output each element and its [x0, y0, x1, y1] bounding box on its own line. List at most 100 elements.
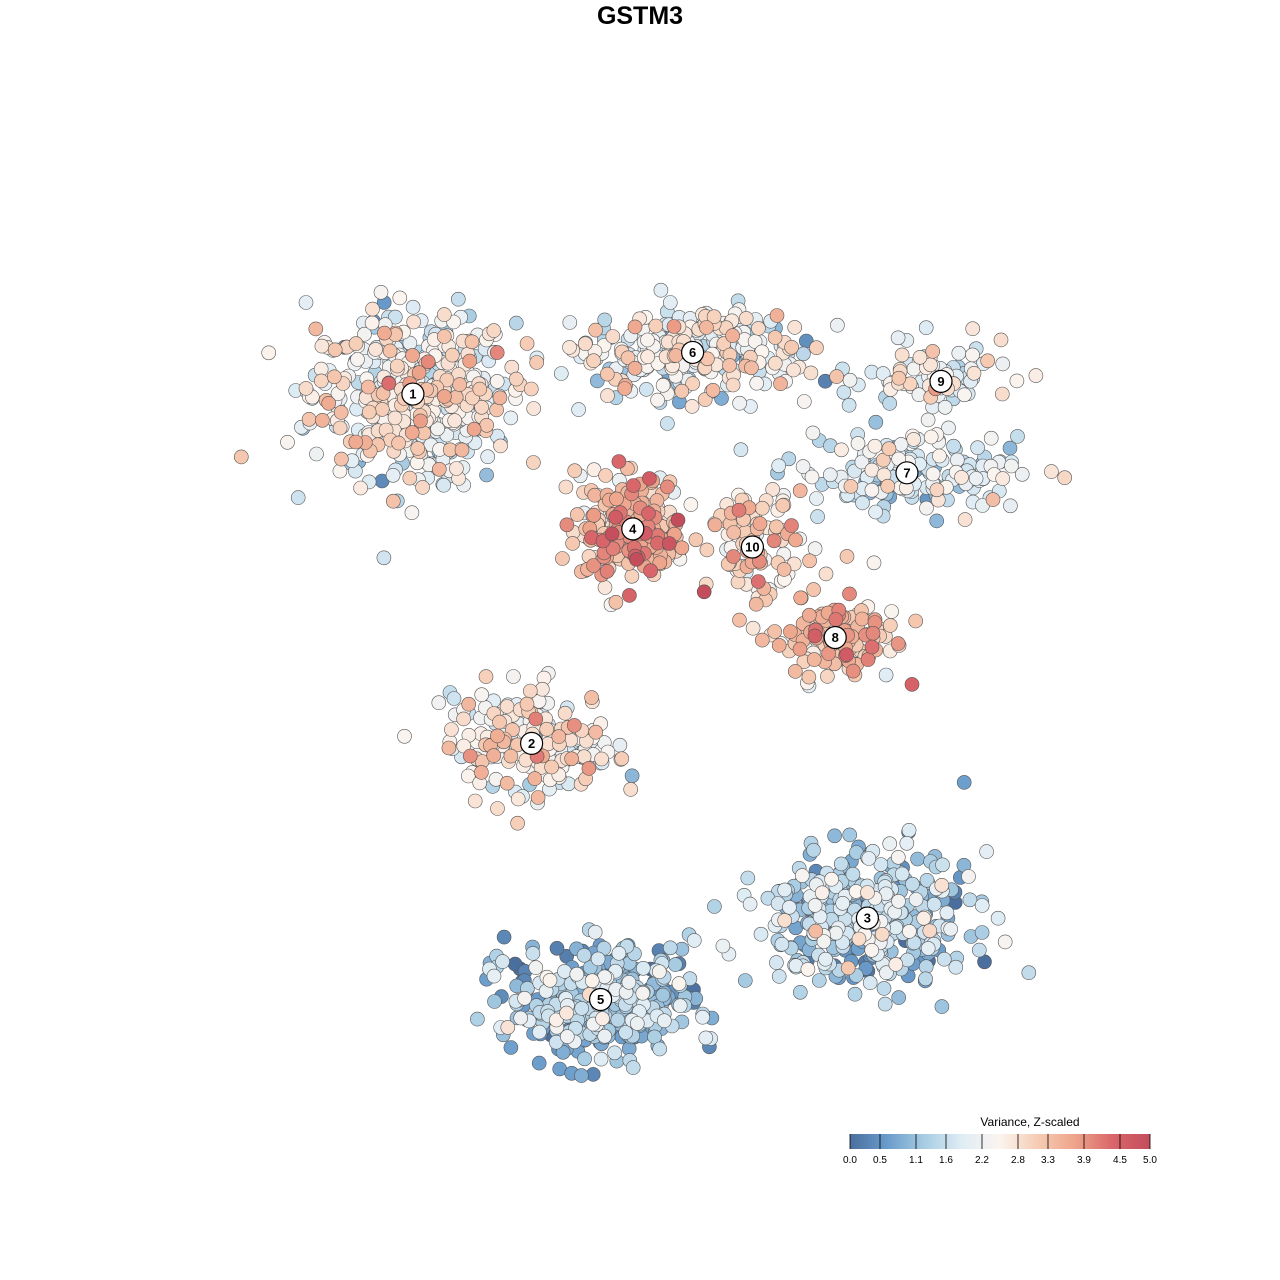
cell-point — [861, 851, 877, 866]
cell-point — [562, 340, 577, 355]
cell-point — [506, 669, 521, 684]
cell-point — [840, 960, 856, 976]
cell-point — [597, 580, 613, 595]
cell-point — [431, 695, 447, 711]
cell-point — [818, 566, 834, 582]
cell-point — [668, 957, 683, 972]
cell-point — [377, 325, 392, 341]
cell-point — [902, 924, 917, 939]
cell-point — [452, 377, 468, 392]
cell-point — [738, 311, 754, 326]
cell-point — [387, 410, 403, 426]
cell-point — [534, 681, 550, 697]
cell-point — [609, 491, 624, 507]
cell-point — [698, 1030, 714, 1046]
cell-point — [842, 827, 858, 843]
cell-point — [608, 594, 624, 610]
cell-point — [301, 411, 317, 427]
cluster-label-9: 9 — [929, 369, 953, 393]
cell-point — [571, 402, 586, 417]
cell-point — [771, 458, 787, 474]
cell-point — [750, 574, 766, 589]
cell-point — [650, 392, 665, 408]
cell-point — [965, 347, 980, 363]
cell-point — [376, 550, 392, 566]
cell-point — [920, 941, 936, 956]
cell-point — [607, 1045, 622, 1061]
cell-point — [492, 714, 507, 730]
cell-point — [767, 330, 783, 345]
cell-point — [866, 555, 882, 571]
cell-point — [478, 669, 494, 684]
cell-point — [462, 353, 478, 369]
cell-point — [651, 964, 667, 980]
cluster-label-text: 2 — [528, 736, 535, 751]
cell-point — [792, 483, 808, 499]
cluster-label-6: 6 — [680, 340, 705, 365]
cell-point — [803, 365, 819, 381]
cell-point — [850, 436, 866, 451]
cell-point — [862, 975, 878, 991]
cell-point — [553, 366, 569, 381]
cell-point — [635, 960, 651, 976]
cell-point — [946, 438, 961, 454]
cell-point — [334, 451, 349, 467]
cell-point — [922, 923, 938, 939]
cell-point — [830, 317, 845, 333]
cell-point — [715, 938, 731, 954]
cell-point — [577, 1051, 592, 1067]
cell-point — [653, 282, 669, 298]
cell-point — [595, 1011, 610, 1026]
cell-point — [771, 969, 787, 984]
cell-point — [997, 934, 1013, 950]
cell-point — [499, 775, 515, 791]
cell-point — [773, 376, 788, 392]
cell-point — [808, 923, 824, 939]
cell-point — [234, 449, 249, 465]
cell-point — [374, 402, 390, 417]
cell-point — [834, 442, 849, 458]
cell-point — [672, 998, 688, 1014]
cell-point — [641, 506, 656, 521]
cell-point — [525, 946, 541, 961]
cluster-label-5: 5 — [588, 987, 613, 1012]
cell-point — [906, 432, 922, 447]
cell-point — [474, 765, 489, 780]
cell-point — [586, 353, 601, 369]
cell-point — [406, 314, 422, 330]
cell-point — [908, 613, 924, 629]
cell-point — [1003, 498, 1018, 514]
cell-point — [639, 382, 654, 397]
cell-point — [745, 620, 761, 636]
cell-point — [526, 401, 542, 416]
cell-point — [820, 669, 835, 684]
cluster-label-text: 5 — [597, 992, 604, 1007]
cell-point — [814, 885, 830, 901]
cell-point — [980, 353, 996, 369]
cell-point — [444, 722, 459, 737]
cell-point — [753, 926, 769, 942]
cell-point — [405, 348, 420, 363]
cell-point — [577, 336, 593, 352]
cell-point — [519, 336, 535, 351]
cell-point — [513, 1010, 529, 1026]
cell-point — [888, 957, 904, 972]
cell-point — [385, 493, 401, 509]
legend-tick-label: 4.5 — [1113, 1155, 1127, 1166]
cell-point — [884, 604, 899, 619]
cell-point — [771, 638, 787, 653]
cell-point — [474, 687, 490, 703]
cell-point — [983, 430, 999, 446]
cell-point — [313, 373, 329, 389]
cell-point — [581, 761, 597, 776]
cell-point — [769, 308, 785, 323]
legend-tick-label: 1.1 — [909, 1155, 923, 1166]
legend-tick-label: 2.8 — [1011, 1155, 1025, 1166]
cell-point — [280, 434, 295, 450]
cell-point — [839, 549, 855, 564]
cell-point — [611, 945, 627, 961]
cell-point — [413, 413, 428, 429]
cell-point — [777, 882, 793, 898]
cell-point — [671, 976, 687, 991]
cell-point — [1010, 429, 1025, 444]
